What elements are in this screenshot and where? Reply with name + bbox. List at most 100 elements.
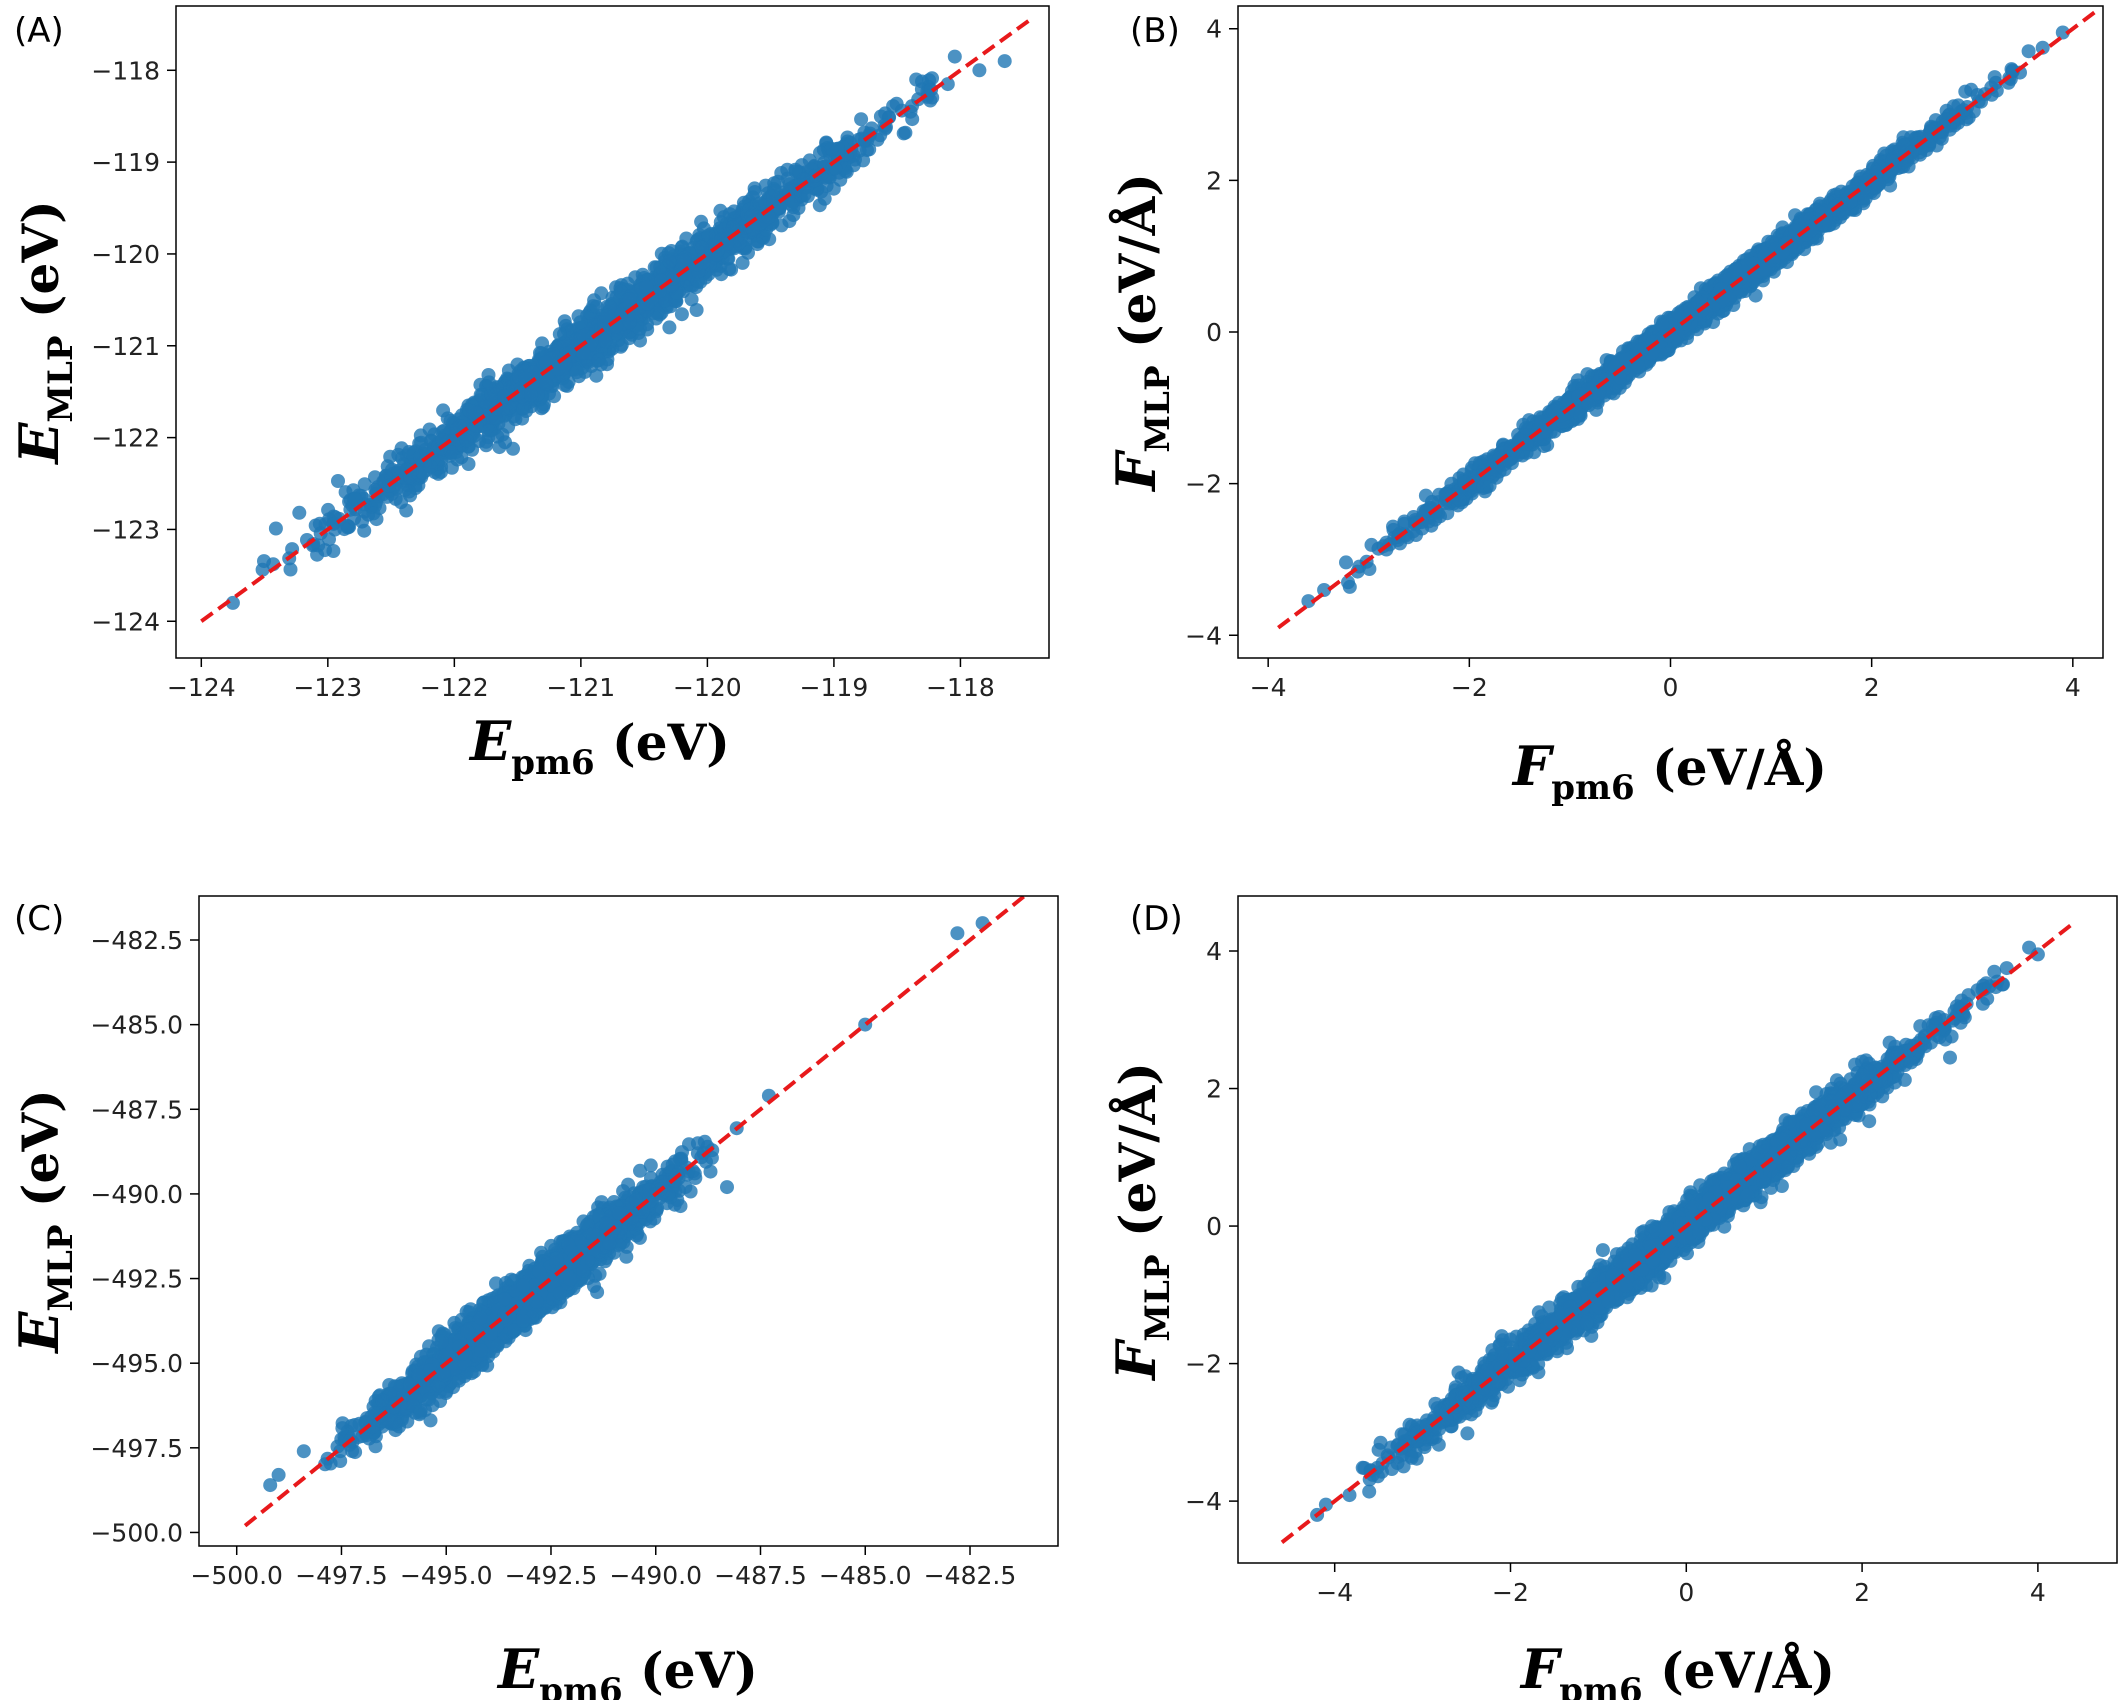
scatter-point (1728, 262, 1743, 276)
scatter-point (1644, 347, 1659, 361)
scatter-point (1418, 488, 1433, 503)
scatter-point (1580, 367, 1595, 382)
scatter-point (1573, 408, 1588, 423)
scatter-point (1339, 555, 1353, 570)
scatter-point (321, 502, 336, 517)
scatter-point (694, 240, 709, 255)
panel-c: (C)−500.0 −497.5 −495.0 −492.5 −490.0 −487.5−… (7, 895, 1059, 1700)
scatter-point (632, 321, 647, 336)
scatter-point (539, 376, 554, 391)
scatter-point (674, 307, 689, 322)
scatter-point (1518, 421, 1533, 436)
y-tick-label: −2 (1185, 470, 1222, 499)
scatter-point (331, 474, 345, 488)
x-tick-label: −122 (420, 673, 489, 702)
scatter-point (391, 463, 406, 478)
y-tick-label: 2 (1206, 166, 1222, 195)
plot-area (200, 18, 1032, 623)
scatter-point (1433, 509, 1447, 524)
x-tick-label: 2 (1864, 673, 1880, 702)
scatter-point (1397, 514, 1412, 529)
scatter-point (662, 254, 677, 269)
identity-line (1277, 8, 2100, 630)
scatter-point (676, 253, 691, 268)
scatter-point (628, 270, 643, 285)
scatter-point (589, 299, 604, 314)
scatter-point (1843, 193, 1858, 208)
scatter-point (513, 385, 528, 400)
scatter-point (622, 292, 637, 307)
scatter-point (255, 562, 270, 577)
scatter-point (817, 155, 831, 170)
scatter-point (1883, 178, 1898, 193)
scatter-point (773, 200, 787, 215)
y-tick-label: 0 (1206, 318, 1222, 347)
scatter-point (1901, 159, 1916, 174)
scatter-point (380, 489, 395, 504)
x-tick-label: −2 (1451, 673, 1488, 702)
scatter-point (694, 214, 709, 229)
y-tick-label: 4 (1206, 15, 1222, 44)
scatter-point (1885, 154, 1900, 169)
y-tick-label: −120 (91, 240, 160, 269)
scatter-point (722, 262, 737, 277)
scatter-point (423, 459, 438, 474)
scatter-point (649, 311, 664, 326)
scatter-point (898, 125, 913, 140)
scatter-point (720, 237, 735, 252)
scatter-point (414, 435, 429, 450)
scatter-point (784, 197, 799, 212)
scatter-point (268, 521, 283, 536)
scatter-point (1452, 493, 1467, 508)
y-tick-label: −123 (91, 515, 160, 544)
scatter-point (925, 71, 939, 86)
scatter-point (833, 172, 848, 187)
panel-label: (B) (1130, 11, 1180, 51)
scatter-point (1386, 519, 1400, 534)
scatter-point (573, 315, 588, 330)
scatter-point (752, 196, 767, 211)
scatter-point (782, 214, 797, 229)
scatter-point (536, 399, 551, 414)
scatter-point (2005, 63, 2020, 78)
y-tick-label: −118 (91, 56, 160, 85)
scatter-point (1904, 145, 1919, 160)
scatter-point (473, 387, 488, 402)
scatter-point (854, 112, 869, 127)
scatter-point (1581, 398, 1596, 413)
scatter-point (1858, 191, 1873, 206)
scatter-point (846, 158, 861, 173)
scatter-point (1923, 133, 1938, 148)
scatter-point (569, 365, 584, 380)
scatter-point (225, 595, 240, 610)
x-tick-label: 4 (2065, 673, 2081, 702)
scatter-point (727, 204, 741, 219)
scatter-point (1519, 436, 1534, 451)
scatter-point (1871, 164, 1885, 179)
scatter-point (383, 449, 398, 464)
scatter-point (1364, 537, 1379, 552)
scatter-point (591, 353, 606, 368)
scatter-point (576, 346, 591, 360)
scatter-point (878, 106, 893, 121)
y-tick-label: −124 (91, 607, 160, 636)
scatter-point (2055, 25, 2070, 40)
scatter-point (689, 303, 704, 317)
scatter-point (639, 280, 654, 295)
x-tick-label: −119 (800, 673, 869, 702)
scatter-point (633, 333, 647, 348)
y-tick-label: −121 (91, 332, 160, 361)
scatter-point (1301, 594, 1316, 609)
scatter-point (516, 401, 531, 416)
scatter-point (747, 181, 762, 196)
scatter-point (292, 505, 307, 520)
scatter-point (462, 403, 477, 418)
scatter-point (357, 477, 372, 492)
x-axis-label: Fpm6 (eV/Å) (1511, 734, 1827, 808)
y-tick-label: −122 (91, 424, 160, 453)
scatter-point (745, 222, 760, 237)
scatter-point (1592, 386, 1606, 401)
x-axis-label: Epm6 (eV) (468, 709, 730, 783)
